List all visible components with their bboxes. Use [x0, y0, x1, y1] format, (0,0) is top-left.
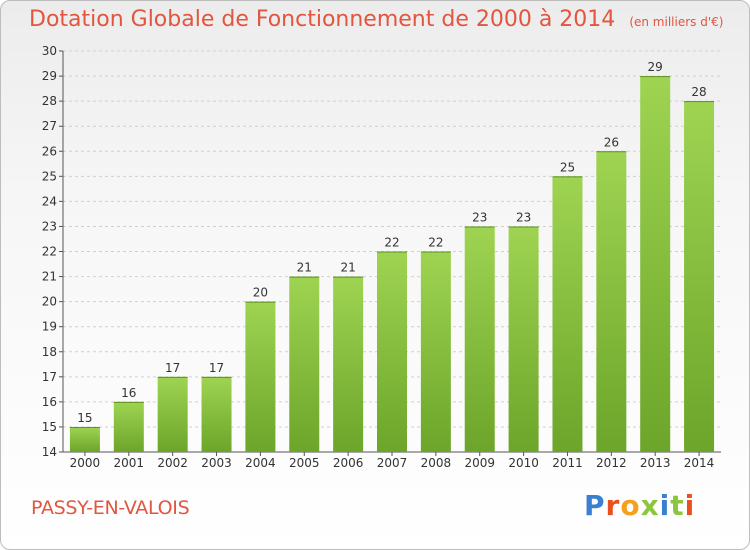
y-tick-label: 26 [42, 144, 57, 158]
x-tick-label: 2005 [289, 456, 320, 470]
bar-value-label: 21 [340, 261, 355, 275]
logo-letter: r [605, 489, 621, 522]
bar [113, 401, 144, 452]
x-tick-label: 2001 [114, 456, 145, 470]
y-tick-label: 20 [42, 295, 57, 309]
bar [596, 151, 627, 452]
bar-value-label: 23 [472, 210, 487, 224]
bar [508, 226, 539, 452]
y-tick-label: 16 [42, 395, 57, 409]
bar [69, 426, 100, 452]
bar [245, 301, 276, 452]
bar-value-label: 29 [648, 60, 663, 74]
x-tick-label: 2004 [245, 456, 276, 470]
bar-value-label: 23 [516, 210, 531, 224]
bar [333, 276, 364, 452]
bar-value-label: 21 [297, 261, 312, 275]
commune-name: PASSY-EN-VALOIS [31, 497, 190, 519]
proxiti-logo: Proxiti [584, 489, 695, 522]
y-tick-label: 28 [42, 94, 57, 108]
y-tick-label: 30 [42, 44, 57, 58]
y-tick-label: 14 [42, 445, 57, 459]
bar-value-label: 20 [253, 286, 268, 300]
chart-title: Dotation Globale de Fonctionnement de 20… [29, 7, 724, 32]
x-tick-label: 2007 [377, 456, 408, 470]
logo-letter: t [670, 489, 685, 522]
x-tick-label: 2011 [552, 456, 583, 470]
y-tick-label: 19 [42, 320, 57, 334]
x-tick-label: 2012 [596, 456, 627, 470]
bar-value-label: 22 [384, 236, 399, 250]
y-tick-label: 21 [42, 270, 57, 284]
y-tick-label: 17 [42, 370, 57, 384]
bar-value-label: 17 [165, 361, 180, 375]
logo-letter: P [584, 489, 606, 522]
x-tick-label: 2000 [70, 456, 101, 470]
logo-letter: o [620, 489, 641, 522]
x-tick-label: 2013 [640, 456, 671, 470]
labels: 14 15 16 17 18 19 20 21 22 23 24 25 26 27 28 29 30 15 2000… [42, 44, 715, 470]
y-tick-label: 29 [42, 69, 57, 83]
bars [69, 76, 715, 452]
bar [201, 376, 232, 452]
x-tick-label: 2003 [201, 456, 232, 470]
y-tick-label: 24 [42, 194, 57, 208]
bar [464, 226, 495, 452]
bar-value-label: 25 [560, 160, 575, 174]
bar [420, 251, 451, 452]
chart-subtitle: (en milliers d'€) [629, 15, 724, 29]
bar-value-label: 17 [209, 361, 224, 375]
bar [552, 176, 583, 452]
y-tick-label: 18 [42, 345, 57, 359]
y-tick-label: 23 [42, 219, 57, 233]
y-tick-label: 15 [42, 420, 57, 434]
bar-value-label: 22 [428, 236, 443, 250]
y-tick-label: 27 [42, 119, 57, 133]
x-tick-label: 2014 [684, 456, 715, 470]
logo-letter: i [684, 489, 696, 522]
x-tick-label: 2009 [464, 456, 495, 470]
y-tick-label: 25 [42, 169, 57, 183]
logo-letter: i [659, 489, 671, 522]
bar [289, 276, 320, 452]
bar-value-label: 26 [604, 135, 619, 149]
bar [640, 76, 671, 452]
x-tick-label: 2008 [421, 456, 452, 470]
bar [377, 251, 407, 452]
bar [684, 101, 715, 452]
x-tick-label: 2010 [508, 456, 539, 470]
bar-value-label: 15 [77, 411, 92, 425]
bar-value-label: 28 [691, 85, 706, 99]
x-tick-label: 2002 [157, 456, 188, 470]
bar [157, 376, 188, 452]
x-tick-label: 2006 [333, 456, 364, 470]
y-tick-label: 22 [42, 245, 57, 259]
logo-letter: x [640, 489, 660, 522]
bar-value-label: 16 [121, 386, 136, 400]
